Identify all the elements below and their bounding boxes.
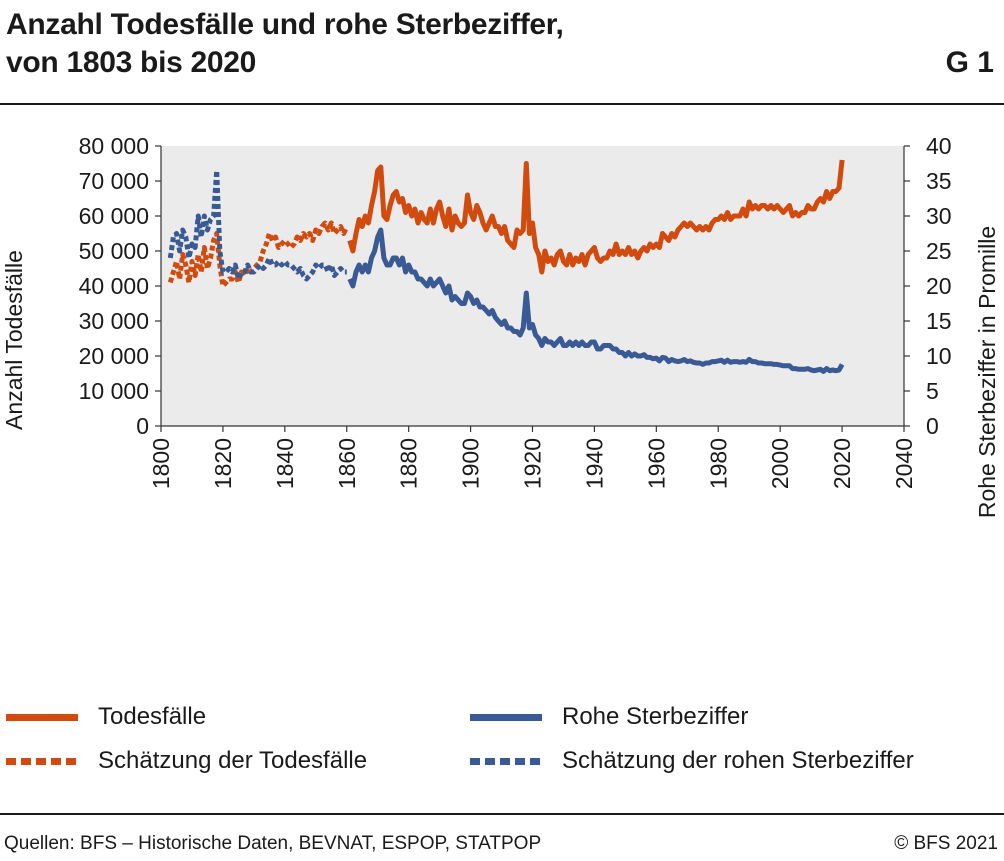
chart: 0 10 000 20 000 30 000 40 000 50 000 60 000 70 … xyxy=(1,133,1000,518)
plot-area xyxy=(161,146,904,426)
sources-note: Quellen: BFS – Historische Daten, BEVNAT… xyxy=(4,833,542,854)
x-tick-label: 2000 xyxy=(767,438,793,489)
legend-label-deaths: Todesfälle xyxy=(98,703,207,730)
series-line-rate-estimate xyxy=(167,168,347,282)
bottom-divider xyxy=(0,813,1004,815)
legend-label-deaths-estimate: Schätzung der Todesfälle xyxy=(98,747,368,774)
top-divider xyxy=(0,103,1004,105)
series-layer xyxy=(167,159,845,374)
x-tick-label: 1960 xyxy=(643,438,669,489)
y-tick-label: 60 000 xyxy=(79,203,149,229)
y2-axis-label: Rohe Sterbeziffer in Promille xyxy=(974,226,1000,518)
x-tick-label: 1860 xyxy=(334,438,360,489)
x-tick-label: 1940 xyxy=(581,438,607,489)
x-tick-label: 1800 xyxy=(148,438,174,489)
y2-tick-label: 30 xyxy=(926,203,952,229)
x-tick-label: 2020 xyxy=(829,438,855,489)
y2-tick-label: 5 xyxy=(926,378,939,404)
legend-swatch-rate-estimate xyxy=(470,757,542,765)
y2-tick-label: 40 xyxy=(926,133,952,159)
legend-item-rate-estimate: Schätzung der rohen Sterbeziffer xyxy=(470,747,914,775)
y-tick-label: 70 000 xyxy=(79,168,149,194)
legend-swatch-rate xyxy=(470,713,542,721)
chart-title-line1: Anzahl Todesfälle und rohe Sterbeziffer, xyxy=(6,8,564,41)
x-tick-label: 1920 xyxy=(520,438,546,489)
y-tick-label: 30 000 xyxy=(79,308,149,334)
legend-swatch-deaths xyxy=(6,713,78,721)
x-tick-label: 1900 xyxy=(458,438,484,489)
graphic-number: G 1 xyxy=(945,46,994,79)
copyright-note: © BFS 2021 xyxy=(894,833,998,854)
y-tick-label: 40 000 xyxy=(79,273,149,299)
x-tick-label: 2040 xyxy=(891,438,917,489)
series-line-deaths xyxy=(347,159,845,275)
y-axis-label: Anzahl Todesfälle xyxy=(1,250,27,430)
chart-title: Anzahl Todesfälle und rohe Sterbeziffer,… xyxy=(6,6,564,82)
legend-label-rate-estimate: Schätzung der rohen Sterbeziffer xyxy=(562,747,914,774)
series-line-rate xyxy=(347,227,845,374)
y2-tick-label: 25 xyxy=(926,238,952,264)
y-tick-label: 50 000 xyxy=(79,238,149,264)
x-tick-label: 1980 xyxy=(705,438,731,489)
y2-tick-label: 10 xyxy=(926,343,952,369)
legend-item-rate: Rohe Sterbeziffer xyxy=(470,703,748,731)
y2-tick-label: 0 xyxy=(926,413,939,439)
y-tick-label: 20 000 xyxy=(79,343,149,369)
y-tick-label: 10 000 xyxy=(79,378,149,404)
series-line-deaths-estimate xyxy=(167,220,350,289)
legend-item-deaths: Todesfälle xyxy=(6,703,206,731)
legend-label-rate: Rohe Sterbeziffer xyxy=(562,703,749,730)
legend-item-deaths-estimate: Schätzung der Todesfälle xyxy=(6,747,367,775)
y-tick-label: 0 xyxy=(136,413,149,439)
legend-swatch-deaths-estimate xyxy=(6,757,78,765)
x-tick-label: 1840 xyxy=(272,438,298,489)
y2-tick-label: 15 xyxy=(926,308,952,334)
axes: 0 10 000 20 000 30 000 40 000 50 000 60 000 70 … xyxy=(79,133,952,489)
y2-tick-label: 20 xyxy=(926,273,952,299)
x-tick-label: 1820 xyxy=(210,438,236,489)
chart-title-line2: von 1803 bis 2020 xyxy=(6,46,257,79)
x-tick-label: 1880 xyxy=(396,438,422,489)
y2-tick-label: 35 xyxy=(926,168,952,194)
y-tick-label: 80 000 xyxy=(79,133,149,159)
